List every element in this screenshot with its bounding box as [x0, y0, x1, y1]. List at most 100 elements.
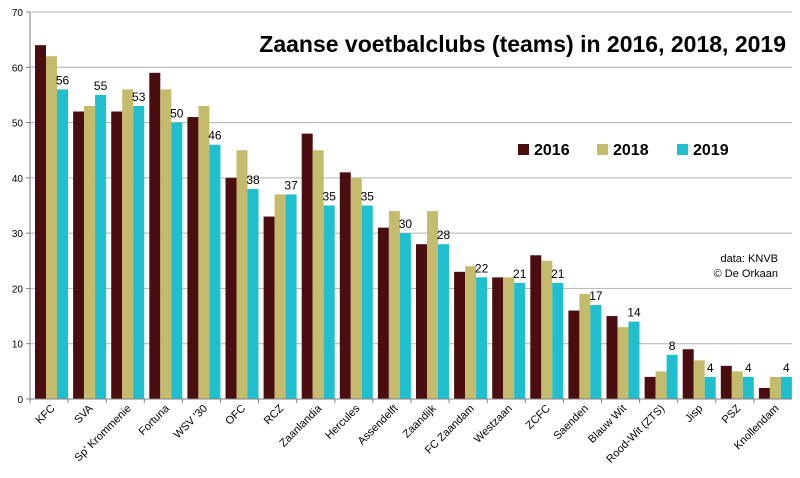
data-label-9: 30 [399, 217, 413, 231]
data-label-1: 55 [94, 79, 108, 93]
bar-2019-15 [628, 321, 640, 399]
bar-2016-16 [644, 376, 656, 399]
source-note-line-1: data: KNVB [721, 253, 778, 265]
bar-2016-3 [149, 72, 161, 400]
data-label-7: 35 [323, 190, 337, 204]
bar-2016-13 [530, 255, 542, 399]
bar-2016-2 [111, 111, 123, 399]
data-label-13: 21 [551, 267, 565, 281]
chart-title: Zaanse voetbalclubs (teams) in 2016, 201… [259, 31, 786, 57]
bar-2019-0 [57, 89, 68, 400]
y-tick-label: 40 [12, 174, 24, 185]
x-tick-label: OFC [223, 403, 248, 428]
bar-2018-1 [84, 105, 96, 399]
bar-2016-9 [377, 227, 389, 399]
y-tick-label: 0 [17, 395, 23, 406]
bar-2016-6 [263, 216, 275, 399]
bar-2019-13 [552, 282, 564, 399]
bar-2019-7 [323, 205, 335, 399]
x-tick-label: Fortuna [137, 402, 173, 438]
bar-2018-6 [274, 194, 286, 399]
bar-2018-16 [655, 371, 667, 399]
bar-2018-10 [427, 211, 438, 399]
source-note-line-2: © De Orkaan [714, 268, 778, 280]
data-label-17: 4 [707, 361, 714, 375]
bar-2019-18 [742, 376, 754, 399]
legend-label-2016: 2016 [534, 142, 570, 159]
bar-2018-12 [503, 277, 515, 399]
x-tick-label: Westzaan [472, 403, 515, 446]
y-tick-label: 30 [12, 229, 24, 240]
legend-swatch-2016 [518, 144, 529, 155]
data-label-10: 28 [437, 228, 451, 242]
bar-2016-5 [225, 177, 237, 399]
x-tick-label: PSZ [720, 402, 744, 426]
bar-2019-4 [209, 144, 221, 399]
data-label-3: 50 [170, 107, 184, 121]
legend: 2016 2018 2019 [518, 142, 729, 159]
y-tick-label: 60 [12, 63, 24, 74]
y-tick-label: 70 [12, 8, 24, 19]
bar-2016-19 [758, 387, 770, 399]
bar-2018-3 [160, 89, 172, 400]
bar-2018-4 [198, 105, 210, 399]
bar-2019-10 [438, 244, 449, 399]
bar-2019-2 [133, 105, 145, 399]
bar-2019-3 [171, 122, 183, 400]
bars [35, 45, 792, 400]
data-label-15: 14 [627, 306, 641, 320]
legend-label-2019: 2019 [693, 142, 729, 159]
bar-2019-8 [361, 205, 373, 399]
data-label-19: 4 [783, 361, 790, 375]
bar-2016-8 [339, 172, 351, 399]
data-label-2: 53 [132, 90, 146, 104]
bar-2019-5 [247, 188, 259, 399]
data-label-4: 46 [208, 129, 222, 143]
bar-2018-0 [46, 56, 57, 399]
bar-2018-15 [617, 327, 629, 399]
bar-2016-7 [301, 133, 313, 399]
bar-2018-14 [579, 293, 591, 399]
y-axis-ticks: 0 10 20 30 40 50 60 70 [12, 8, 30, 406]
data-label-0: 56 [56, 73, 70, 87]
bar-2018-9 [388, 211, 400, 399]
bar-2016-0 [35, 45, 46, 400]
bar-2016-12 [492, 277, 504, 399]
legend-swatch-2018 [597, 144, 608, 155]
x-tick-label: Zaandijk [401, 402, 439, 440]
data-label-11: 22 [475, 261, 489, 275]
bar-2016-18 [720, 365, 732, 399]
data-label-6: 37 [284, 178, 298, 192]
bar-2018-2 [122, 89, 134, 400]
bar-2018-11 [465, 266, 477, 399]
bar-2018-7 [312, 150, 324, 399]
bar-2018-18 [731, 371, 743, 399]
bar-2019-19 [780, 376, 792, 399]
legend-label-2018: 2018 [613, 142, 649, 159]
x-tick-label: KFC [34, 403, 58, 427]
bar-2016-10 [416, 244, 427, 399]
data-labels: 56 55 53 50 46 38 37 35 35 30 28 22 21 21 17 14 8 4 4 4 [56, 73, 790, 374]
y-tick-label: 50 [12, 119, 24, 130]
bar-2019-11 [476, 277, 488, 399]
bar-2016-4 [187, 117, 199, 400]
bar-2018-13 [541, 260, 553, 399]
bar-2019-6 [285, 194, 297, 399]
bar-2019-9 [399, 233, 411, 399]
bar-2018-8 [350, 177, 362, 399]
x-tick-label: WSV '30 [172, 403, 211, 442]
bar-2019-16 [666, 354, 678, 399]
bar-2018-5 [236, 150, 248, 399]
bar-2016-17 [682, 349, 694, 399]
x-tick-label: Hercules [323, 402, 363, 442]
bar-2019-1 [95, 94, 107, 399]
data-label-14: 17 [589, 289, 603, 303]
y-tick-label: 10 [12, 340, 24, 351]
x-tick-label: SVA [72, 402, 96, 426]
x-tick-label: Jisp [683, 403, 705, 425]
legend-swatch-2019 [677, 144, 688, 155]
gridlines [30, 11, 792, 345]
bar-2019-14 [590, 305, 602, 399]
